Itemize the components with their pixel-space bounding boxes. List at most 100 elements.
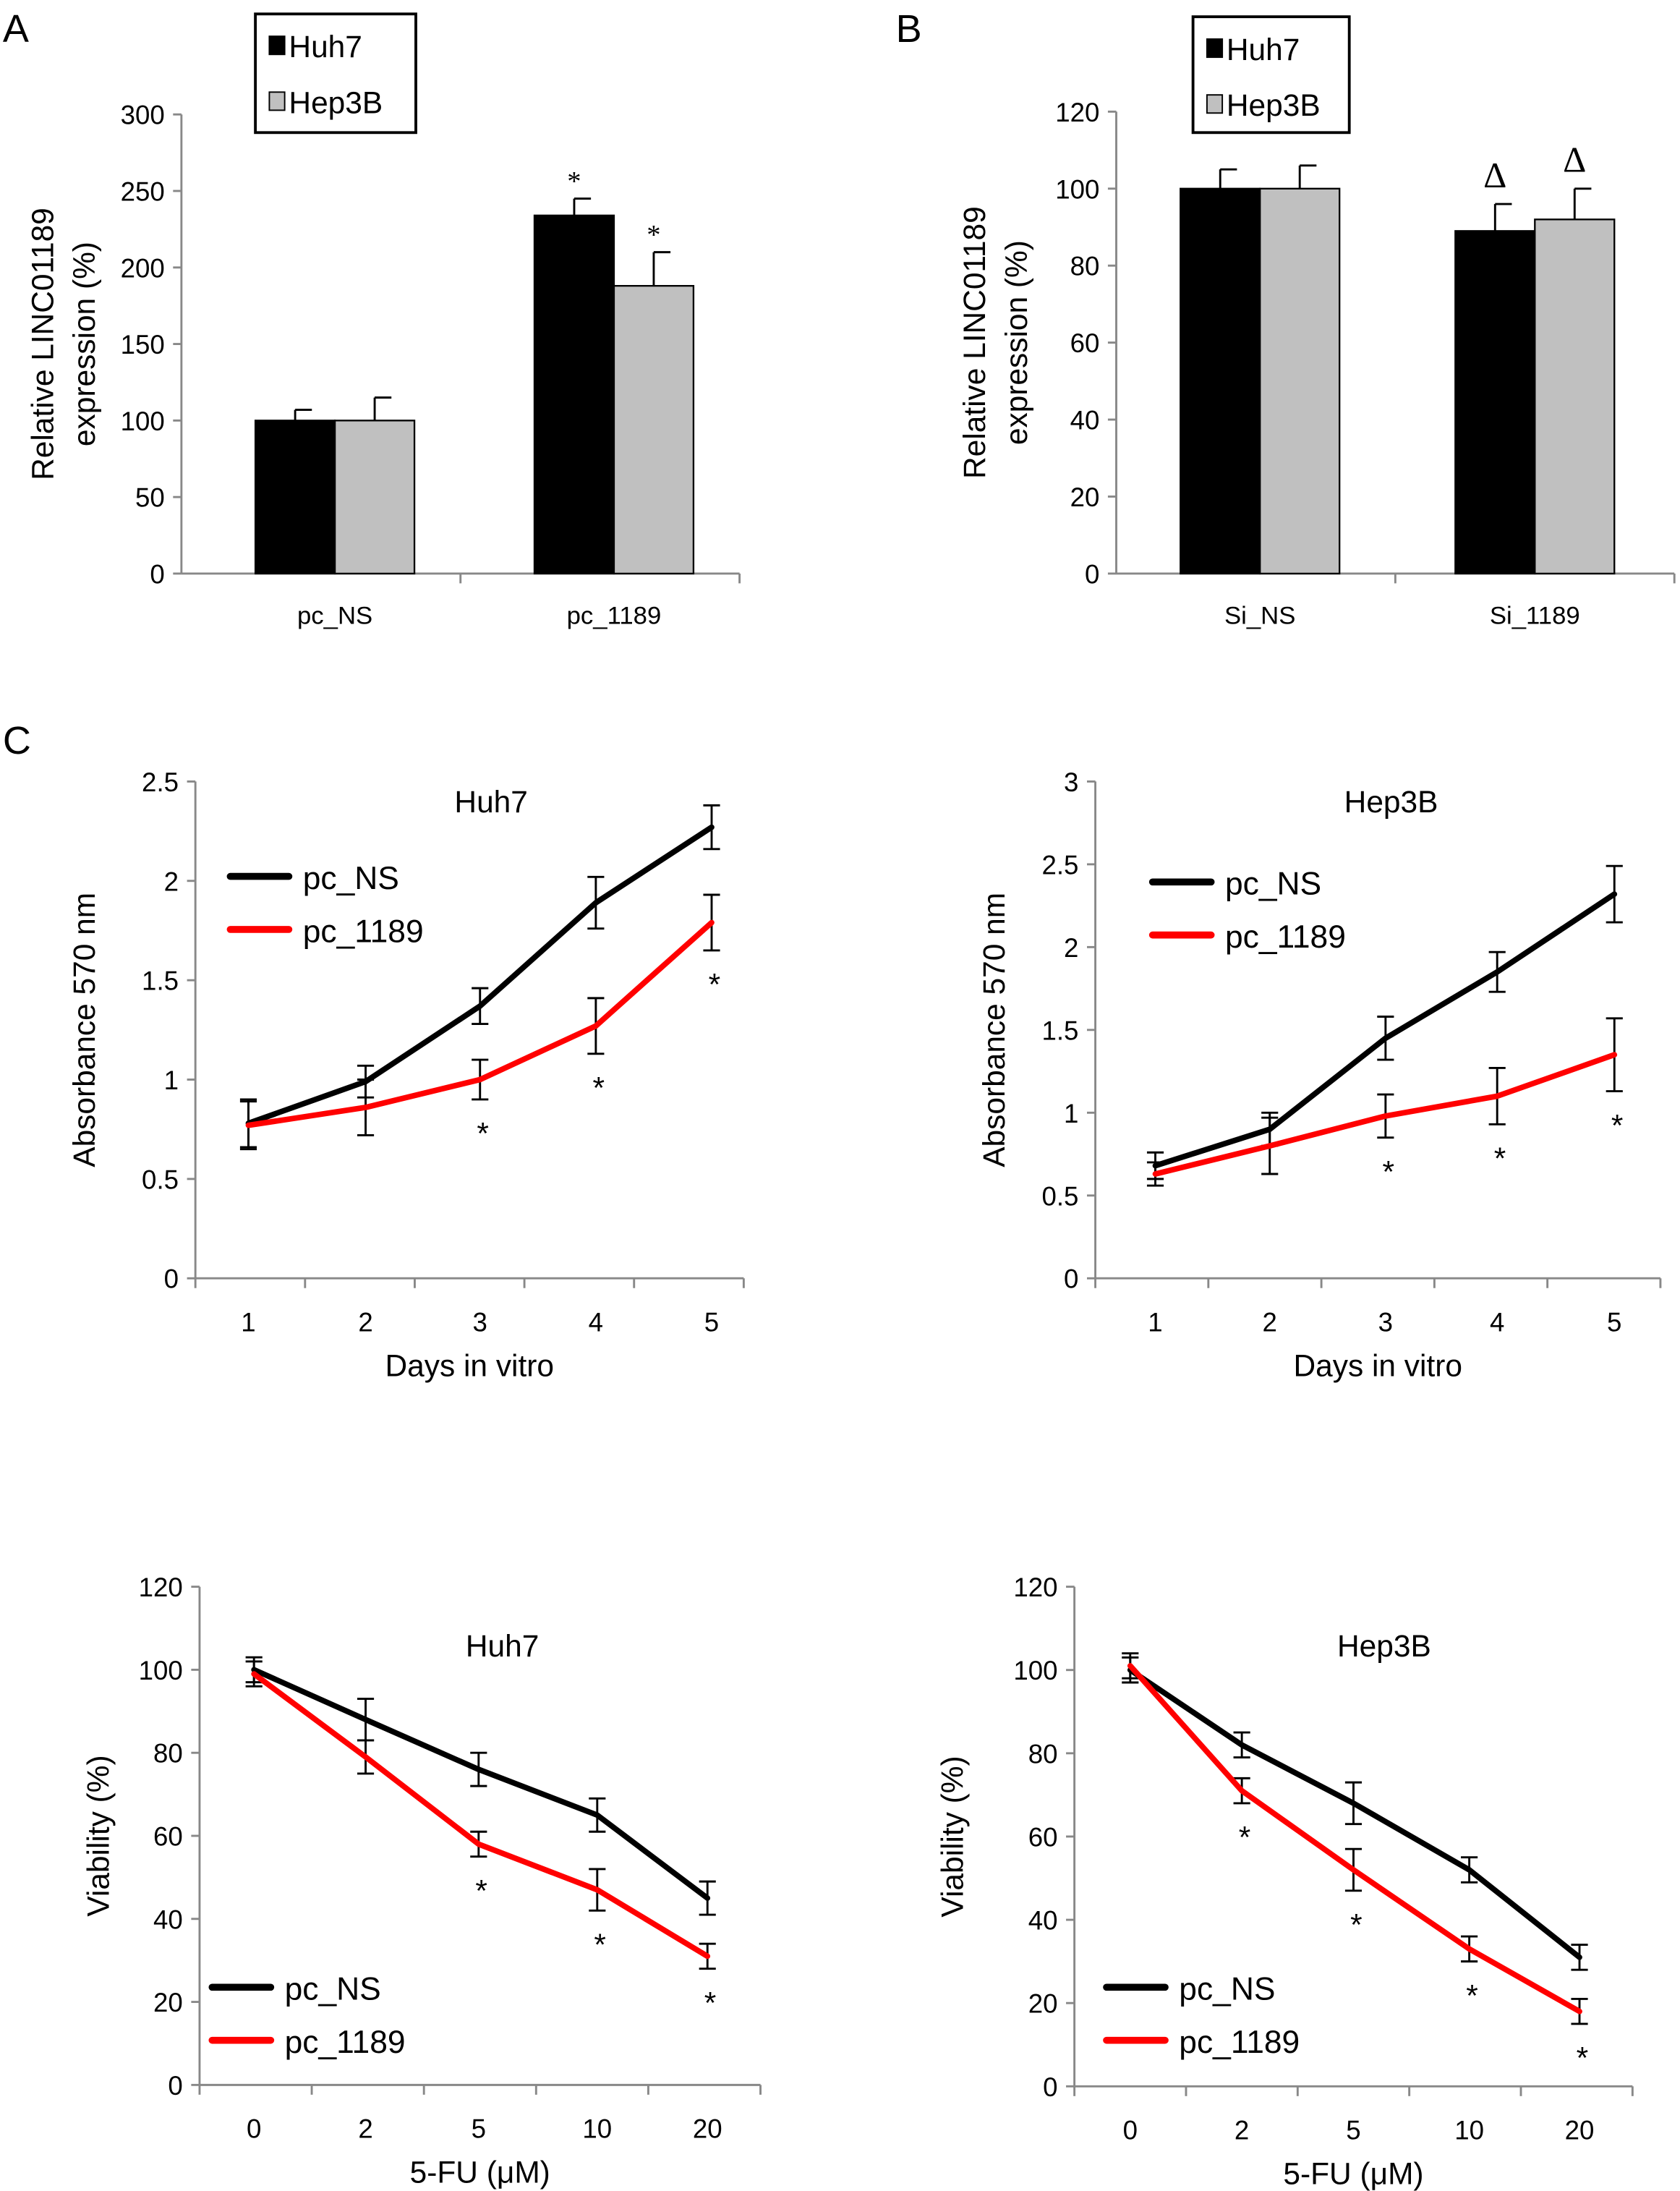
line-pc-1189 <box>245 919 715 1128</box>
x-tick-label: 1 <box>241 1308 255 1337</box>
legend-label: pc_1189 <box>303 914 424 949</box>
x-tick-label: 3 <box>1378 1308 1393 1337</box>
bar-huh7 <box>254 420 336 575</box>
y-tick-label: 0.5 <box>1041 1181 1078 1211</box>
y-tick-label: 3 <box>1064 767 1078 797</box>
legend-label: pc_1189 <box>1225 919 1346 955</box>
x-axis-label: 5-FU (μM) <box>1283 2156 1423 2190</box>
y-tick-label: 200 <box>121 253 165 283</box>
x-tick-label: 5 <box>1346 2116 1360 2145</box>
y-tick-label: 40 <box>153 1905 183 1934</box>
y-tick-label: 100 <box>139 1656 183 1685</box>
bar-huh7 <box>1454 230 1536 575</box>
legend-label: pc_NS <box>303 861 399 896</box>
y-tick-label: 40 <box>1070 406 1100 435</box>
x-tick-label: 10 <box>1454 2116 1484 2145</box>
y-axis-label: Relative LINC01189 <box>25 208 59 480</box>
significance-star: * <box>704 1986 717 2020</box>
y-tick-label: 300 <box>121 101 165 130</box>
y-tick-label: 80 <box>1028 1739 1058 1769</box>
y-tick-label: 80 <box>1070 252 1100 281</box>
x-tick-label: 2 <box>1263 1308 1277 1337</box>
legend-label: Huh7 <box>289 30 362 64</box>
x-tick-label: 2 <box>358 2114 372 2144</box>
significance-star: * <box>1382 1154 1394 1188</box>
y-tick-label: 100 <box>1013 1656 1057 1685</box>
legend-swatch <box>268 35 286 56</box>
x-tick-label: 4 <box>589 1308 603 1337</box>
bar-huh7 <box>533 214 615 575</box>
significance-star: * <box>1577 2041 1589 2075</box>
bar-hep3b <box>333 420 416 575</box>
y-axis-label: Viability (%) <box>935 1756 969 1917</box>
y-tick-label: 2 <box>164 867 179 896</box>
line-pc-1189 <box>1127 1663 1582 2015</box>
x-tick-label: 0 <box>247 2114 261 2144</box>
legend-label: pc_NS <box>285 1972 381 2007</box>
x-tick-label: 20 <box>693 2114 722 2144</box>
legend-label: pc_1189 <box>285 2025 406 2060</box>
x-tick-label: 1 <box>1148 1308 1162 1337</box>
y-axis-label: Absorbance 570 nm <box>977 893 1011 1167</box>
line-pc-ns <box>245 824 715 1126</box>
y-tick-label: 60 <box>1028 1822 1058 1852</box>
significance-star: * <box>477 1117 489 1151</box>
x-tick-label: 5 <box>472 2114 486 2144</box>
y-tick-label: 0 <box>168 2071 182 2101</box>
y-axis-label: Relative LINC01189 <box>958 206 992 479</box>
chart-title: Hep3B <box>1344 785 1438 819</box>
significance-star: * <box>1350 1908 1363 1942</box>
y-tick-label: 0 <box>164 1264 179 1294</box>
significance-star: * <box>1239 1821 1251 1855</box>
y-tick-label: 20 <box>1028 1989 1058 2019</box>
x-tick-label: 10 <box>582 2114 612 2144</box>
legend-swatch <box>1206 38 1224 59</box>
y-axis-label: Absorbance 570 nm <box>67 893 101 1167</box>
x-tick-label: 2 <box>1235 2116 1249 2145</box>
y-tick-label: 20 <box>1070 482 1100 512</box>
x-tick-label: 2 <box>358 1308 372 1337</box>
bar-hep3b <box>1259 187 1341 575</box>
y-tick-label: 1.5 <box>1041 1016 1078 1045</box>
significance-star: * <box>567 166 581 197</box>
legend-label: Hep3B <box>1227 88 1321 122</box>
y-tick-label: 0 <box>1085 559 1099 589</box>
y-tick-label: 0 <box>1043 2072 1057 2102</box>
y-tick-label: 0.5 <box>142 1165 179 1194</box>
y-tick-label: 60 <box>1070 328 1100 358</box>
y-tick-label: 0 <box>1064 1264 1078 1294</box>
panel-label-a: A <box>3 7 29 51</box>
y-tick-label: 40 <box>1028 1906 1058 1936</box>
legend-label: Huh7 <box>1227 33 1300 67</box>
bar-hep3b <box>613 285 695 575</box>
y-axis-label: Viability (%) <box>82 1755 116 1916</box>
significance-delta: Δ <box>1563 140 1586 180</box>
y-tick-label: 2.5 <box>1041 850 1078 880</box>
y-tick-label: 0 <box>150 559 164 589</box>
y-tick-label: 100 <box>121 407 165 436</box>
y-tick-label: 1 <box>1064 1099 1078 1128</box>
y-tick-label: 1 <box>164 1065 179 1095</box>
y-tick-label: 1.5 <box>142 966 179 996</box>
x-axis-label: Days in vitro <box>385 1348 554 1382</box>
line-pc-1189 <box>251 1671 711 1960</box>
significance-star: * <box>709 968 721 1002</box>
significance-star: * <box>592 1071 605 1105</box>
panel-label-c: C <box>3 719 31 762</box>
legend-label: Hep3B <box>289 85 383 119</box>
x-tick-label: pc_1189 <box>567 602 662 629</box>
y-tick-label: 250 <box>121 176 165 206</box>
x-tick-label: 20 <box>1565 2116 1595 2145</box>
y-tick-label: 20 <box>153 1988 183 2017</box>
significance-star: * <box>647 220 660 250</box>
chart-title: Huh7 <box>466 1629 539 1663</box>
x-tick-label: 3 <box>473 1308 487 1337</box>
y-tick-label: 2.5 <box>142 767 179 797</box>
significance-star: * <box>475 1873 487 1907</box>
x-axis-label: Days in vitro <box>1294 1348 1462 1382</box>
legend-label: pc_NS <box>1179 1972 1275 2007</box>
x-tick-label: 0 <box>1123 2116 1138 2145</box>
significance-delta: Δ <box>1483 155 1506 195</box>
y-axis-label: expression (%) <box>67 242 101 446</box>
